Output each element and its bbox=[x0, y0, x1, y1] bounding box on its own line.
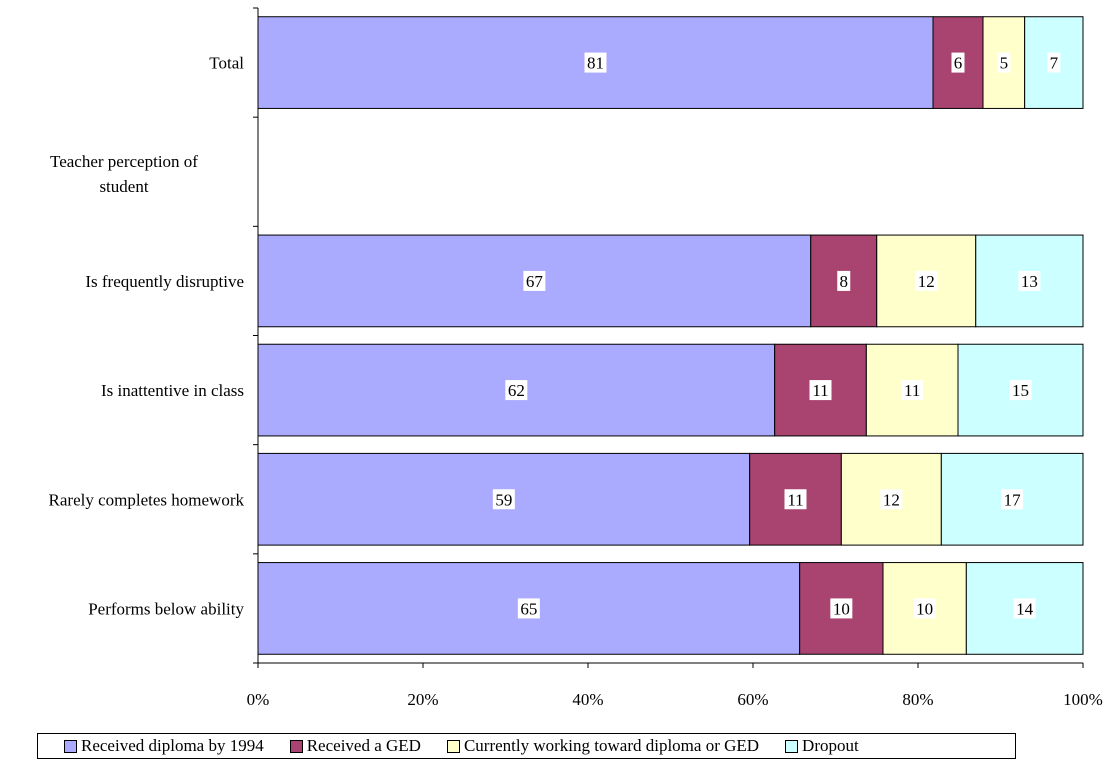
data-label: 11 bbox=[812, 381, 828, 400]
category-label-line: student bbox=[99, 177, 148, 196]
data-label: 81 bbox=[587, 54, 604, 73]
data-label: 12 bbox=[918, 272, 935, 291]
data-label-background bbox=[809, 380, 832, 401]
x-tick-label: 60% bbox=[737, 690, 768, 709]
data-label: 10 bbox=[833, 599, 850, 618]
data-label-background bbox=[1047, 52, 1061, 73]
category-label-teacher-perception-of-student: Teacher perception of student bbox=[50, 152, 198, 196]
data-label-background bbox=[505, 380, 528, 401]
data-label-background bbox=[517, 598, 540, 619]
data-label: 17 bbox=[1004, 490, 1022, 509]
legend-label-ged: Received a GED bbox=[306, 736, 421, 755]
data-label-background bbox=[1018, 270, 1041, 291]
data-label: 11 bbox=[904, 381, 920, 400]
data-label-background bbox=[901, 380, 924, 401]
legend-label-dropout: Dropout bbox=[802, 736, 859, 755]
data-label: 10 bbox=[916, 599, 933, 618]
data-label-background bbox=[784, 489, 807, 510]
x-tick-label: 20% bbox=[407, 690, 438, 709]
data-label-background bbox=[915, 270, 938, 291]
category-label-total: Total bbox=[209, 54, 244, 73]
data-label-background bbox=[1013, 598, 1036, 619]
data-label: 7 bbox=[1050, 54, 1059, 73]
stacked-bar-chart: 0% 20% 40% 60% 80% 100% Total Teacher perceptio… bbox=[49, 7, 1103, 709]
data-label-background bbox=[1001, 489, 1024, 510]
data-label-background bbox=[523, 270, 546, 291]
legend-item-diploma: Received diploma by 1994 bbox=[64, 736, 264, 756]
legend-swatch-working bbox=[446, 739, 460, 753]
legend-label-diploma: Received diploma by 1994 bbox=[81, 736, 264, 755]
data-label-background bbox=[492, 489, 515, 510]
data-label: 6 bbox=[954, 54, 963, 73]
category-label-performs-below-ability: Performs below ability bbox=[88, 599, 244, 618]
data-label-background bbox=[951, 52, 965, 73]
x-tick-label: 0% bbox=[247, 690, 270, 709]
data-label: 67 bbox=[526, 272, 544, 291]
data-label: 14 bbox=[1016, 599, 1034, 618]
data-label: 12 bbox=[883, 490, 900, 509]
legend-item-working: Currently working toward diploma or GED bbox=[446, 736, 760, 756]
legend-swatch-ged bbox=[289, 739, 303, 753]
data-label-background bbox=[913, 598, 936, 619]
legend-item-dropout: Dropout bbox=[785, 736, 859, 756]
category-label-rarely-completes-homework: Rarely completes homework bbox=[49, 490, 245, 509]
category-label-is-frequently-disruptive: Is frequently disruptive bbox=[85, 272, 244, 291]
data-label-background bbox=[880, 489, 903, 510]
data-label: 65 bbox=[520, 599, 537, 618]
data-label-background bbox=[830, 598, 853, 619]
legend-swatch-dropout bbox=[785, 739, 799, 753]
legend-item-ged: Received a GED bbox=[289, 736, 421, 756]
legend-label-working: Currently working toward diploma or GED bbox=[463, 736, 760, 755]
data-label: 13 bbox=[1021, 272, 1038, 291]
legend: Received diploma by 1994 Received a GED … bbox=[37, 733, 1016, 759]
category-label-is-inattentive-in-class: Is inattentive in class bbox=[101, 381, 244, 400]
legend-swatch-diploma bbox=[64, 739, 77, 753]
data-label: 62 bbox=[508, 381, 525, 400]
x-tick-label: 80% bbox=[902, 690, 933, 709]
x-tick-label: 40% bbox=[572, 690, 603, 709]
x-tick-label: 100% bbox=[1063, 690, 1103, 709]
data-label-background bbox=[837, 270, 851, 291]
data-label: 5 bbox=[1000, 54, 1009, 73]
data-label: 59 bbox=[495, 490, 512, 509]
data-label-background bbox=[1009, 380, 1032, 401]
data-label-background bbox=[997, 52, 1011, 73]
data-label: 11 bbox=[787, 490, 803, 509]
data-label: 8 bbox=[840, 272, 849, 291]
category-label-line: Teacher perception of bbox=[50, 152, 198, 171]
data-label-background bbox=[584, 52, 607, 73]
data-label: 15 bbox=[1012, 381, 1029, 400]
